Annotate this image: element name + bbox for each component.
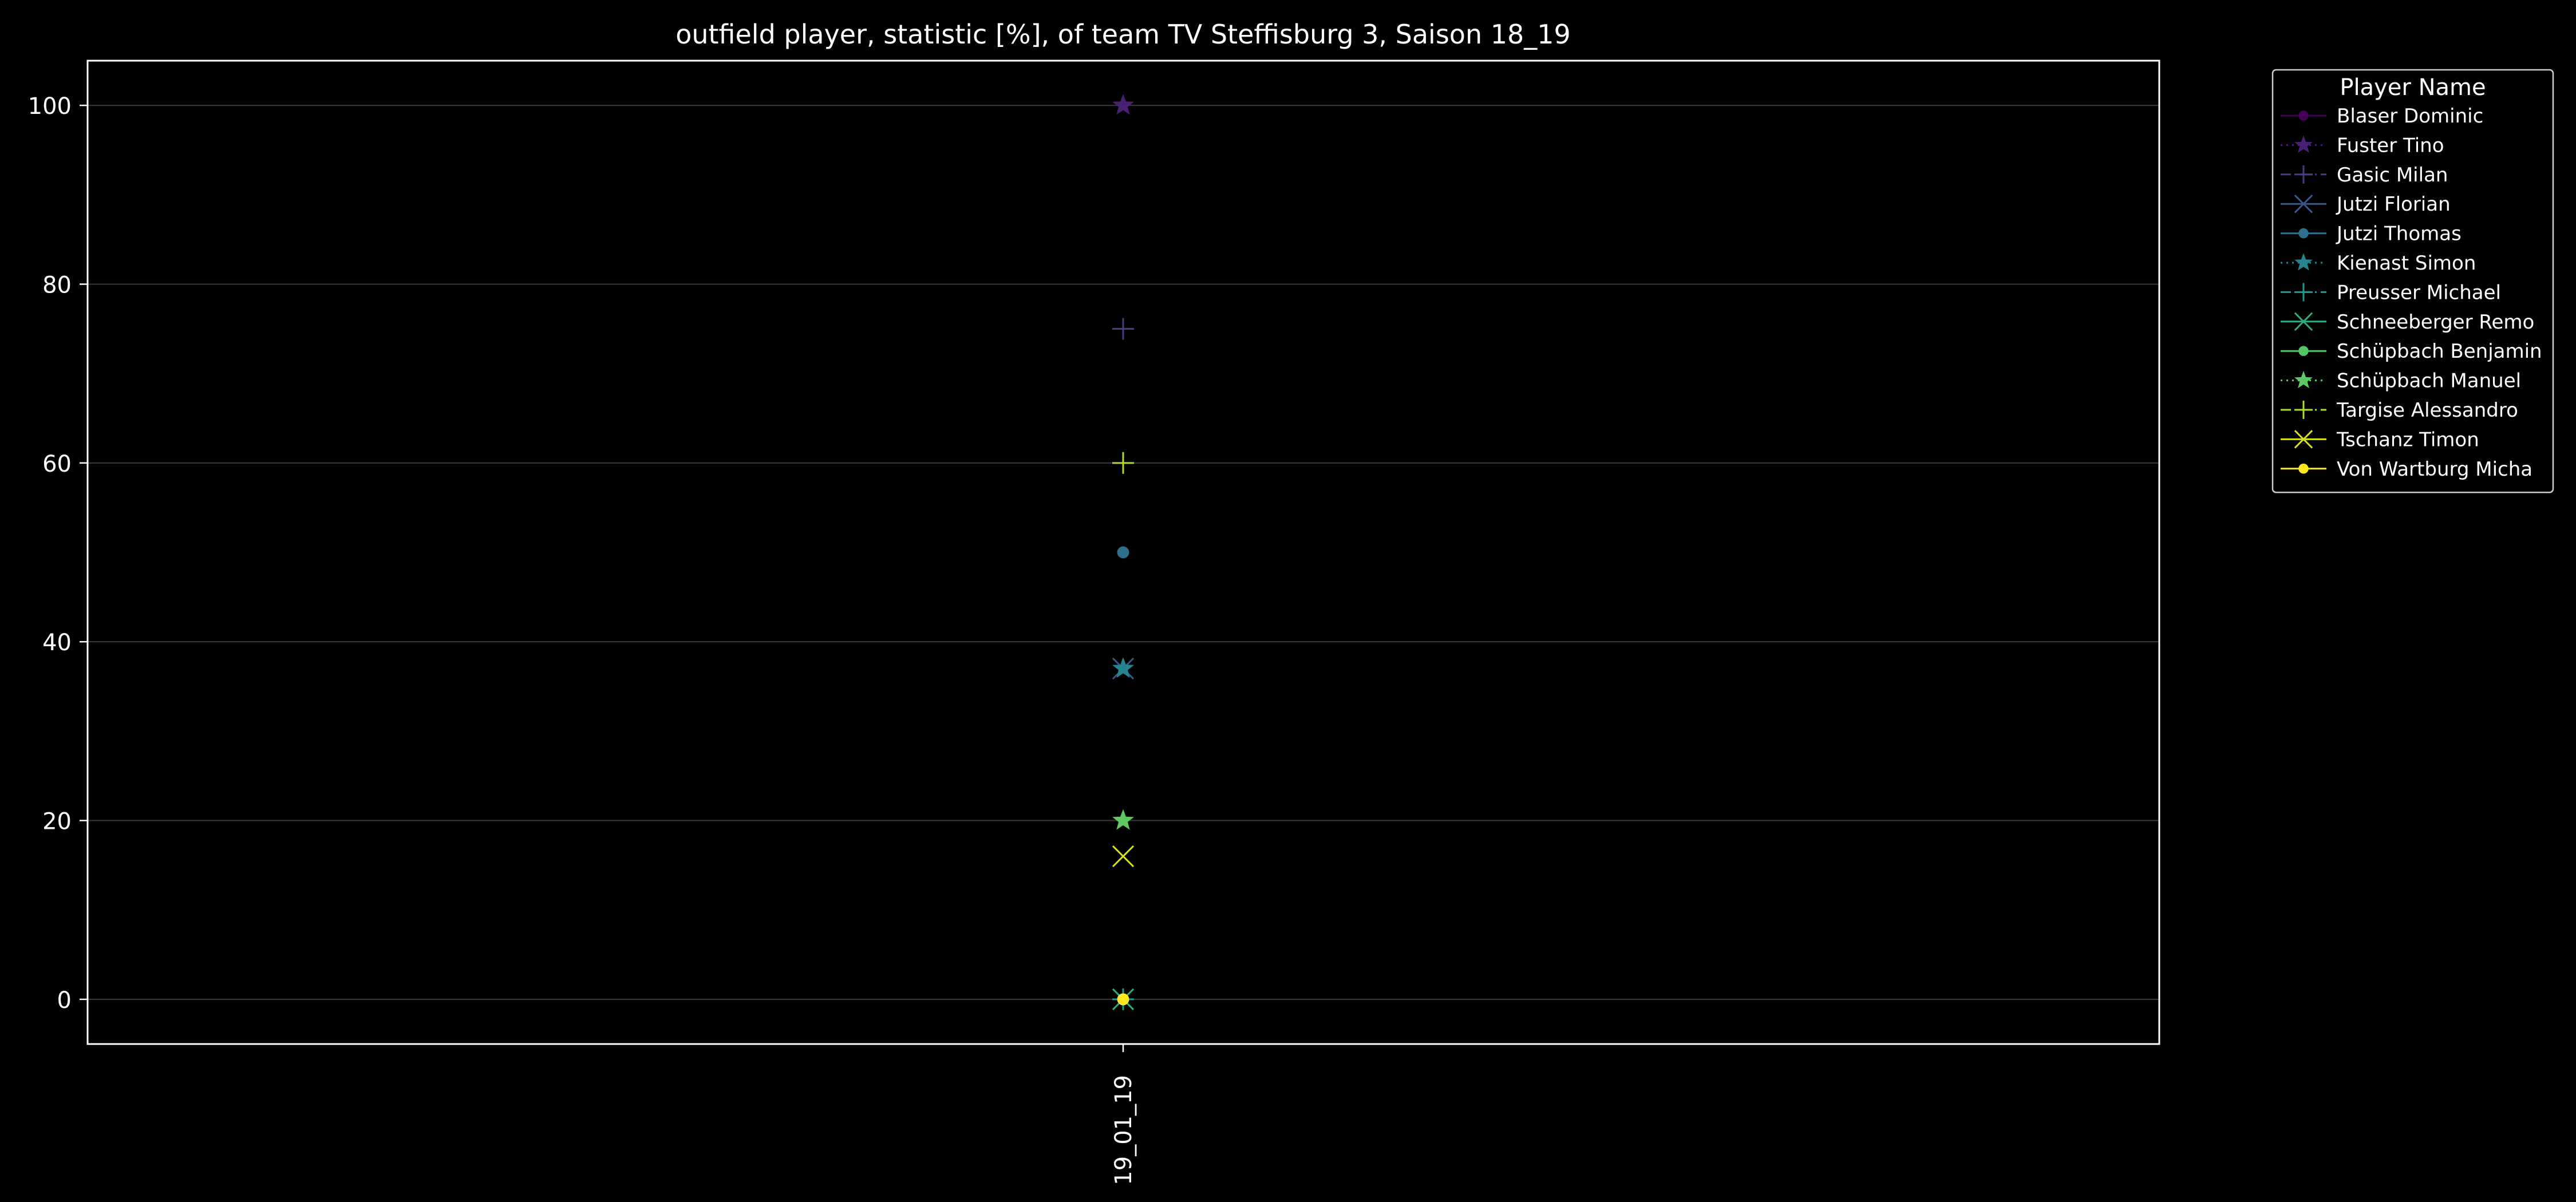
legend-entry-kienast-simon: Kienast Simon (2281, 252, 2476, 275)
y-tick-label: 60 (42, 451, 72, 477)
y-tick-label: 80 (42, 272, 72, 298)
data-point-tschanz-timon (1112, 845, 1135, 868)
legend-entry-targise-alessandro: Targise Alessandro (2281, 399, 2518, 422)
y-tick-label: 0 (57, 987, 72, 1014)
data-point-kienast-simon (1112, 657, 1134, 678)
legend-label: Von Wartburg Micha (2337, 458, 2532, 481)
legend-entry-fuster-tino: Fuster Tino (2281, 134, 2444, 157)
legend-label: Gasic Milan (2337, 164, 2448, 187)
legend-label: Kienast Simon (2337, 252, 2476, 275)
legend-marker (2294, 370, 2313, 389)
legend-marker (2298, 228, 2309, 239)
y-tick-label: 100 (28, 93, 72, 120)
legend-label: Schüpbach Manuel (2337, 370, 2521, 393)
legend-marker (2298, 464, 2309, 474)
legend-entry-preusser-michael: Preusser Michael (2281, 281, 2501, 304)
data-point-gasic-milan (1112, 318, 1134, 340)
legend-marker (2294, 430, 2313, 449)
legend-label: Schneeberger Remo (2337, 311, 2534, 334)
legend-box (2271, 69, 2554, 493)
legend-marker (2294, 194, 2313, 213)
legend-marker (2298, 346, 2309, 356)
legend-marker (2294, 165, 2313, 184)
legend-label: Preusser Michael (2337, 281, 2501, 304)
legend-entry-jutzi-florian: Jutzi Florian (2281, 193, 2451, 216)
plot-marks (1112, 94, 1135, 1011)
legend-label: Schüpbach Benjamin (2337, 340, 2542, 363)
legend-marker (2298, 110, 2309, 121)
legend-entry-tschanz-timon: Tschanz Timon (2281, 428, 2479, 451)
data-point-sch-pbach-manuel (1112, 809, 1134, 830)
legend-marker (2294, 312, 2313, 331)
x-tick-label: 19_01_19 (1111, 1075, 1137, 1185)
legend-entry-schneeberger-remo: Schneeberger Remo (2281, 311, 2534, 334)
data-point-von-wartburg-micha (1117, 993, 1129, 1006)
legend-label: Jutzi Florian (2336, 193, 2451, 216)
legend-entry-jutzi-thomas: Jutzi Thomas (2281, 223, 2462, 246)
legend-marker (2294, 253, 2313, 271)
legend-label: Fuster Tino (2337, 134, 2444, 157)
plot-frame (86, 60, 2160, 1045)
y-tick-label: 20 (42, 809, 72, 835)
data-point-targise-alessandro (1112, 452, 1134, 474)
legend-marker (2294, 283, 2313, 302)
axes: 0 20 40 60 80 100 19_01_19 (28, 60, 2160, 1185)
legend-entry-von-wartburg-micha: Von Wartburg Micha (2281, 458, 2532, 481)
legend-entry-sch-pbach-manuel: Schüpbach Manuel (2281, 370, 2521, 393)
legend-entry-sch-pbach-benjamin: Schüpbach Benjamin (2281, 340, 2542, 363)
y-tick-label: 40 (42, 630, 72, 656)
data-point-fuster-tino (1112, 94, 1134, 115)
chart-title: outfield player, statistic [%], of team … (675, 19, 1571, 50)
legend-entry-blaser-dominic: Blaser Dominic (2281, 105, 2483, 128)
legend-marker (2294, 401, 2313, 419)
legend-label: Jutzi Thomas (2336, 223, 2462, 246)
legend-label: Tschanz Timon (2336, 428, 2479, 451)
legend: Player Name Blaser Dominic Fuster Tino Gasi… (2271, 69, 2554, 493)
legend-marker (2294, 135, 2313, 153)
legend-label: Blaser Dominic (2337, 105, 2483, 128)
legend-entry-gasic-milan: Gasic Milan (2281, 164, 2448, 187)
data-point-jutzi-thomas (1117, 546, 1129, 559)
legend-label: Targise Alessandro (2336, 399, 2518, 422)
legend-title: Player Name (2340, 74, 2486, 101)
